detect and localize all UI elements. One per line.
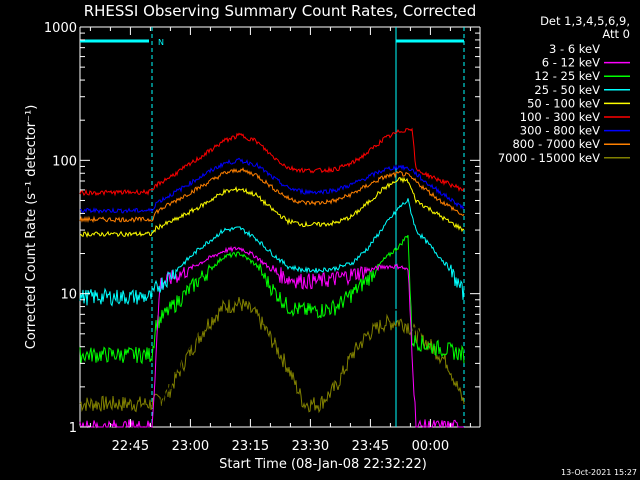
legend-label: 300 - 800 keV [520, 124, 600, 138]
legend-label: 12 - 25 keV [534, 69, 600, 83]
legend-label: 7000 - 15000 keV [498, 151, 600, 165]
time-markers: N [80, 27, 465, 427]
night-marker-label: N [158, 38, 164, 47]
x-tick-label: 23:15 [232, 439, 269, 454]
axis-ticks: 1 10 100 1000 22:45 23:00 23:15 23:30 23:45 00:00 [44, 21, 480, 454]
series-group [79, 127, 465, 429]
legend-label: 100 - 300 keV [520, 110, 600, 124]
series-line-5 [79, 127, 465, 197]
legend-label: 800 - 7000 keV [512, 137, 600, 151]
legend-header-line2: Att 0 [602, 27, 630, 41]
series-line-6 [79, 157, 465, 215]
x-tick-label: 23:45 [352, 439, 389, 454]
legend-label: 50 - 100 keV [527, 96, 600, 110]
x-tick-label: 22:45 [112, 439, 149, 454]
series-line-0 [79, 285, 465, 429]
x-tick-label: 23:30 [292, 439, 329, 454]
series-line-2 [79, 234, 465, 365]
legend-label: 25 - 50 keV [534, 83, 600, 97]
plot-frame [79, 26, 481, 428]
series-line-7 [79, 167, 465, 223]
footer-date: 13-Oct-2021 15:27 [561, 468, 637, 477]
legend-header-line1: Det 1,3,4,5,6,9, [540, 14, 630, 28]
series-line-4 [79, 176, 465, 238]
x-tick-label: 00:00 [412, 439, 449, 454]
y-tick-label: 100 [52, 154, 77, 169]
legend-label: 3 - 6 keV [549, 42, 600, 56]
y-tick-label: 10 [60, 288, 77, 303]
y-tick-label: 1000 [44, 21, 77, 36]
y-tick-label: 1 [69, 421, 77, 436]
series-line-8 [79, 297, 465, 414]
series-line-3 [79, 198, 465, 307]
x-tick-label: 23:00 [172, 439, 209, 454]
x-axis-label: Start Time (08-Jan-08 22:32:22) [219, 457, 427, 472]
series-line-1 [79, 245, 464, 429]
chart-title: RHESSI Observing Summary Count Rates, Co… [84, 2, 477, 20]
legend-label: 6 - 12 keV [542, 56, 600, 70]
y-axis-label: Corrected Count Rate (s⁻¹ detector⁻¹) [24, 105, 39, 350]
